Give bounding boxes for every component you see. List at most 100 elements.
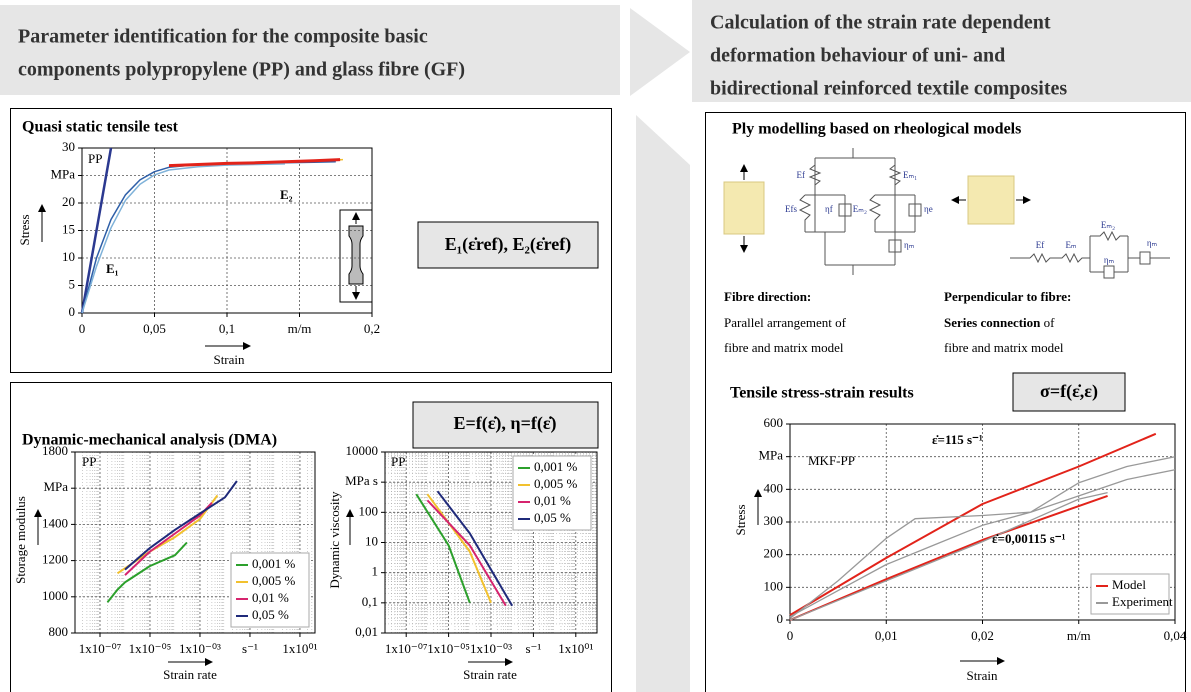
panel-title: Quasi static tensile test [22,119,179,136]
y-tick-label: 300 [764,513,784,528]
series-line [82,162,336,313]
y-tick-label: MPa [50,166,75,181]
x-tick-label: 0,05 [143,321,166,336]
y-tick-label: 400 [764,480,784,495]
y-tick-label: 200 [764,546,784,561]
x-tick-label: 1x10⁰¹ [558,641,593,656]
x-tick-label: 0 [787,628,794,643]
formula: E₁(ε̇ref), E₂(ε̇ref) [445,234,571,255]
legend-label: 0,01 % [252,590,289,605]
annotation: PP [391,454,405,469]
x-axis-label: Strain rate [163,667,217,682]
y-tick-label: 600 [764,415,784,430]
x-tick-label: 1x10⁻⁰⁵ [129,641,172,656]
ply-cube [724,182,764,234]
y-tick-label: 10000 [346,443,379,458]
model-label: ηₘ [904,240,915,250]
legend-label: 0,05 % [534,510,571,525]
y-tick-label: 10 [62,249,75,264]
series-line [125,481,237,570]
caption-bold: Series connection [944,315,1041,330]
y-tick-label: 10 [365,533,378,548]
model-label: Eₘ₂ [853,204,867,214]
header-text: Parameter identification for the composi… [18,26,428,48]
series-line [82,164,285,313]
y-tick-label: 1800 [42,443,68,458]
formula: σ=f(ε̇,ε) [1040,381,1098,402]
legend-label: 0,01 % [534,493,571,508]
model-label: Eₘ [1065,240,1076,250]
x-tick-label: 1x10⁻⁰⁷ [79,641,122,656]
y-tick-label: 1400 [42,515,68,530]
model-label: Eₘ₁ [903,170,917,180]
legend-label: Experiment [1112,594,1173,609]
x-axis-label: Strain [213,352,245,367]
x-tick-label: 0,2 [364,321,380,336]
header-text: bidirectional reinforced textile composi… [710,78,1067,100]
y-tick-label: 0 [777,611,784,626]
y-tick-label: 20 [62,194,75,209]
model-label: Efs [785,204,797,214]
figure: Parameter identification for the composi… [0,0,1191,692]
y-tick-label: 0 [69,304,76,319]
x-tick-label: 0 [79,321,86,336]
annotation: MKF-PP [808,453,855,468]
legend-label: 0,005 % [252,573,296,588]
x-tick-label: 0,02 [971,628,994,643]
chart: 800100012001400MPa18001x10⁻⁰⁷1x10⁻⁰⁵1x10… [13,443,318,682]
panel-title: Ply modelling based on rheological model… [732,121,1021,138]
y-tick-label: 800 [49,624,69,639]
y-axis-label: Stress [733,504,748,535]
x-tick-label: 1x10⁻⁰³ [470,641,512,656]
annotation: PP [82,454,96,469]
y-tick-label: 0,1 [362,594,378,609]
header-text: Calculation of the strain rate dependent [710,12,1051,34]
model-label: Eₘ₂ [1101,220,1115,230]
y-tick-label: MPa s [345,473,378,488]
x-tick-label: s⁻¹ [525,641,541,656]
legend-label: Model [1112,577,1146,592]
panel-title: Tensile stress-strain results [730,385,914,402]
y-tick-label: 1 [372,564,379,579]
x-tick-label: 0,04 [1164,628,1187,643]
caption-heading: Perpendicular to fibre: [944,289,1071,304]
x-tick-label: m/m [1067,628,1091,643]
header-text: deformation behaviour of uni- and [710,45,1005,67]
annotation: E₂ [280,187,293,202]
x-tick-label: 0,01 [875,628,898,643]
x-axis-label: Strain [966,668,998,683]
x-tick-label: 1x10⁻⁰³ [179,641,221,656]
annotation: ε̇=0,00115 s⁻¹ [992,531,1066,546]
arrow [630,8,690,96]
y-axis-label: Dynamic viscosity [327,491,342,589]
x-tick-label: 1x10⁻⁰⁵ [427,641,470,656]
annotation: ε̇=115 s⁻¹ [932,432,983,447]
y-tick-label: 1200 [42,552,68,567]
y-tick-label: MPa [758,448,783,463]
model-label: ηₘ [1104,255,1115,265]
caption: fibre and matrix model [724,340,844,355]
y-tick-label: 5 [69,276,76,291]
x-tick-label: 0,1 [219,321,235,336]
caption: Parallel arrangement of [724,315,847,330]
caption: of [1044,315,1056,330]
legend-label: 0,001 % [252,556,296,571]
arrow [636,115,690,692]
ply-cube [968,176,1014,224]
caption-heading: Fibre direction: [724,289,811,304]
chart: 0100200300400MPa60000,010,02m/m0,04MKF-P… [733,415,1187,683]
model-label: Ef [797,170,806,180]
model-label: ηf [825,204,833,214]
header-bg [0,5,620,95]
x-axis-label: Strain rate [463,667,517,682]
y-tick-label: 15 [62,221,75,236]
formula: E=f(ε̇), η=f(ε̇) [453,413,556,434]
model-label: Ef [1036,240,1045,250]
header-text: components polypropylene (PP) and glass … [18,59,465,81]
x-tick-label: s⁻¹ [242,641,258,656]
x-tick-label: 1x10⁻⁰⁷ [385,641,428,656]
legend-label: 0,05 % [252,607,289,622]
model-label: ηe [924,204,933,214]
